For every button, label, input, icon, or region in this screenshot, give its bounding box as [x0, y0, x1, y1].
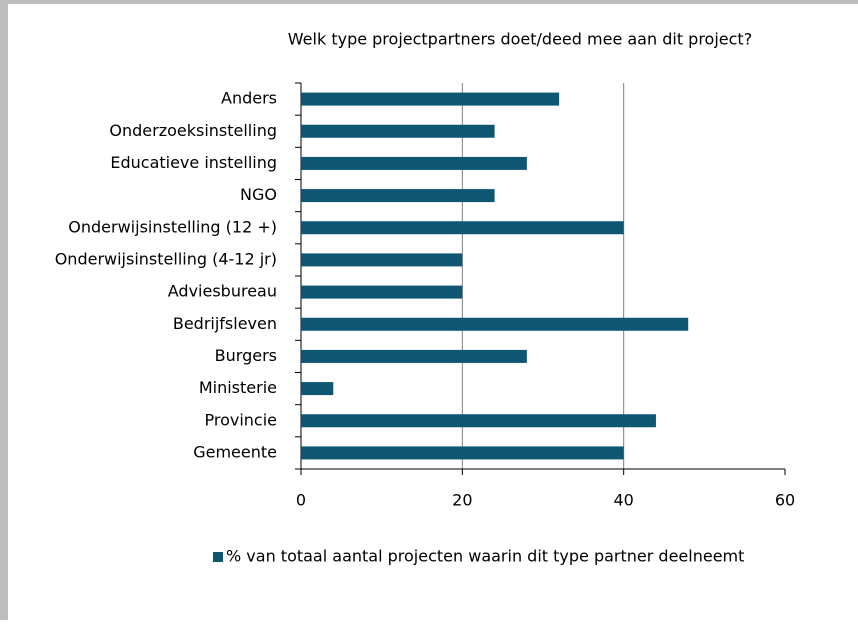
bar [301, 189, 495, 203]
y-tick-label: Provincie [204, 410, 277, 429]
frame-top [0, 0, 858, 4]
bar [301, 221, 624, 235]
frame-left [0, 0, 8, 620]
legend-label: % van totaal aantal projecten waarin dit… [226, 547, 744, 566]
bar [301, 414, 656, 428]
bar [301, 124, 495, 138]
y-tick-label: Ministerie [199, 378, 277, 397]
x-tick-label: 20 [452, 491, 472, 510]
y-tick-label: Onderwijsinstelling (4-12 jr) [55, 249, 277, 268]
bar [301, 92, 560, 106]
y-tick-label: NGO [240, 185, 277, 204]
bar [301, 446, 624, 460]
bar [301, 253, 463, 267]
y-tick-label: Onderwijsinstelling (12 +) [68, 217, 277, 236]
y-tick-label: Bedrijfsleven [173, 314, 277, 333]
y-tick-label: Gemeente [193, 442, 277, 461]
y-tick-label: Educatieve instelling [110, 153, 277, 172]
x-tick-label: 0 [296, 491, 306, 510]
y-tick-label: Anders [221, 89, 277, 108]
bar [301, 317, 689, 331]
legend-swatch [213, 552, 223, 562]
y-tick-label: Adviesbureau [168, 282, 277, 301]
x-tick-label: 40 [613, 491, 633, 510]
bar [301, 382, 334, 396]
bar [301, 349, 527, 363]
y-tick-label: Onderzoeksinstelling [109, 121, 277, 140]
bar [301, 285, 463, 299]
chart-title: Welk type projectpartners doet/deed mee … [288, 30, 752, 49]
y-tick-label: Burgers [215, 346, 277, 365]
bar [301, 156, 527, 170]
x-tick-label: 60 [775, 491, 795, 510]
